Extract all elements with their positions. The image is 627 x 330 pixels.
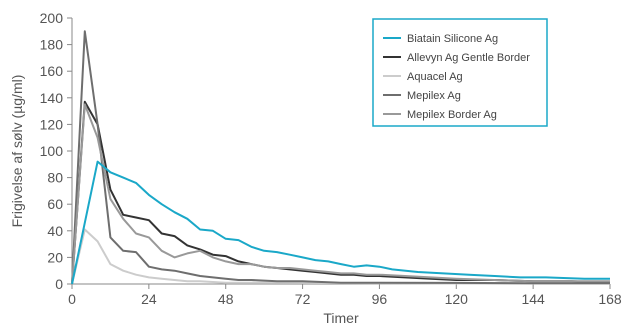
y-tick-label: 140: [40, 90, 64, 106]
x-tick-label: 120: [445, 291, 469, 307]
chart-legend: Biatain Silicone Ag Allevyn Ag Gentle Bor…: [372, 18, 548, 127]
x-tick-label: 168: [598, 291, 622, 307]
legend-box: [372, 18, 548, 127]
x-tick-label: 24: [141, 291, 157, 307]
series-lines: [71, 30, 611, 285]
y-tick-label: 120: [40, 116, 64, 132]
x-axis-ticks: 0 24 48 72 96 120 144 168: [68, 284, 622, 307]
x-axis-title: Timer: [323, 310, 359, 326]
y-tick-label: 0: [55, 276, 63, 292]
y-axis-ticks: 0 20 40 60 80 100 120 140 160 180 200: [40, 10, 72, 292]
y-axis-title: Frigivelse af sølv (µg/ml): [9, 75, 25, 228]
y-tick-label: 160: [40, 63, 64, 79]
series-line-mepilex-ag: [71, 30, 611, 285]
y-tick-label: 200: [40, 10, 64, 26]
y-tick-label: 40: [47, 223, 63, 239]
x-tick-label: 48: [218, 291, 234, 307]
legend-label: Mepilex Ag: [407, 90, 461, 102]
y-tick-label: 100: [40, 143, 64, 159]
y-tick-label: 80: [47, 170, 63, 186]
x-tick-label: 72: [295, 291, 311, 307]
y-tick-label: 60: [47, 196, 63, 212]
series-line-mepilex-border-ag: [71, 103, 610, 285]
legend-label: Aquacel Ag: [407, 71, 463, 83]
y-tick-label: 180: [40, 37, 64, 53]
y-tick-label: 20: [47, 249, 63, 265]
legend-label: Biatain Silicone Ag: [407, 33, 498, 45]
series-line-biatain-silicone-ag: [71, 160, 610, 285]
series-line-aquacel-ag: [71, 228, 610, 285]
x-tick-label: 96: [372, 291, 388, 307]
x-tick-label: 0: [68, 291, 76, 307]
legend-label: Allevyn Ag Gentle Border: [407, 52, 530, 64]
series-line-allevyn-ag-gentle-border: [71, 100, 611, 285]
legend-label: Mepilex Border Ag: [407, 109, 497, 121]
x-tick-label: 144: [521, 291, 545, 307]
